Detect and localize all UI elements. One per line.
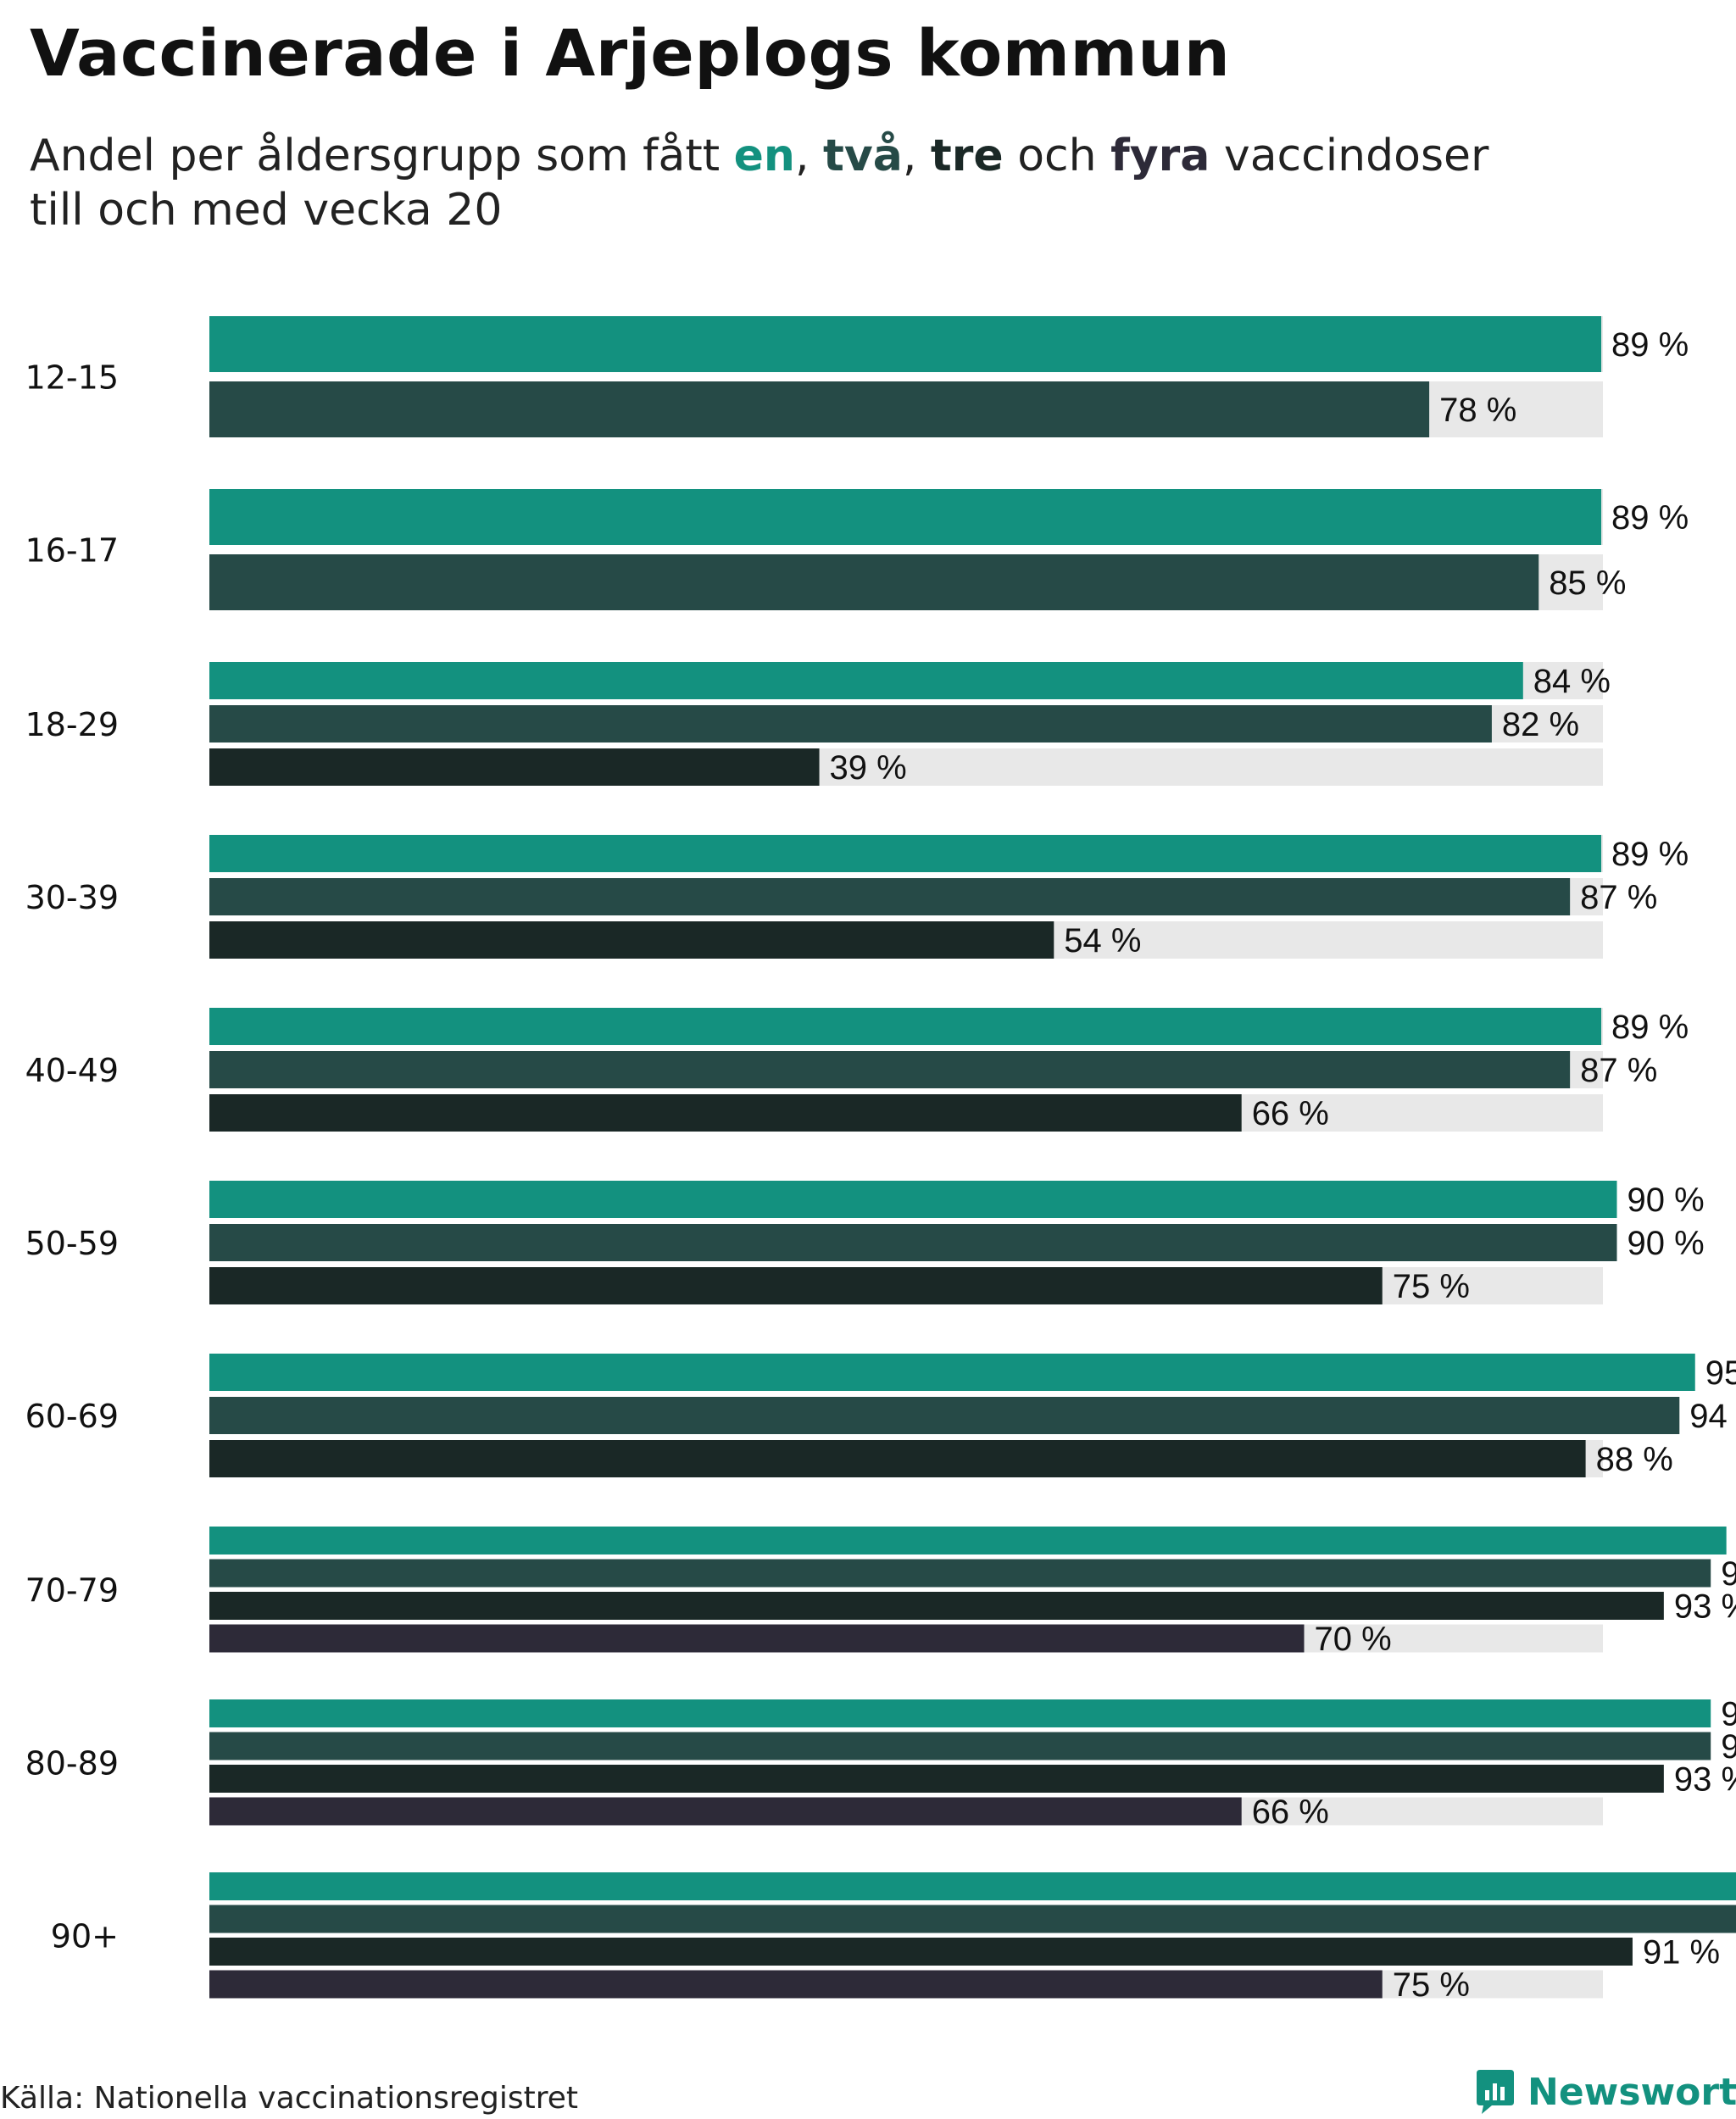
bar-dose-3: [209, 1440, 1586, 1477]
value-label: 70 %: [1315, 1621, 1392, 1658]
bar-dose-2: [209, 1397, 1680, 1434]
bar-dose-2: [209, 705, 1492, 742]
bar-dose-2: [209, 554, 1539, 610]
subtitle-suffix: vaccindoser: [1210, 131, 1489, 181]
value-label: 96 %: [1721, 1555, 1736, 1593]
value-label: 88 %: [1596, 1441, 1673, 1478]
category-label: 60-69: [25, 1398, 119, 1435]
subtitle-line-2: till och med vecka 20: [30, 185, 503, 236]
bar-dose-1: [209, 1699, 1711, 1727]
value-label: 89 %: [1611, 836, 1689, 873]
value-label: 90 %: [1628, 1225, 1705, 1262]
bar-dose-1: [209, 1354, 1695, 1391]
bar-dose-1: [209, 1181, 1617, 1218]
bar-chart: 12-15 89 % 78 % 16-17 89 % 85 % 18-29 84 % 82 % 3…: [25, 316, 1736, 2004]
category-label: 16-17: [25, 532, 119, 570]
category-label: 80-89: [25, 1744, 119, 1782]
subtitle-sep-2: ,: [902, 131, 931, 181]
value-label: 66 %: [1252, 1095, 1329, 1132]
brand-name: Newsworthy: [1527, 2070, 1736, 2114]
value-label: 89 %: [1611, 499, 1689, 537]
bar-dose-2: [209, 1559, 1711, 1588]
bar-dose-1: [209, 835, 1602, 872]
category-label: 18-29: [25, 706, 119, 743]
bar-dose-3: [209, 1938, 1633, 1966]
value-label: 96 %: [1721, 1696, 1736, 1733]
category-label: 30-39: [25, 879, 119, 916]
subtitle-sep-1: ,: [794, 131, 824, 181]
value-label: 93 %: [1674, 1588, 1736, 1626]
bar-dose-2: [209, 1732, 1711, 1760]
bar-dose-1: [209, 662, 1523, 699]
bar-dose-1: [209, 1872, 1736, 1900]
value-label: 75 %: [1393, 1966, 1470, 2004]
bar-dose-3: [209, 748, 820, 786]
value-label: 93 %: [1674, 1761, 1736, 1799]
subtitle-dose-four: fyra: [1110, 131, 1210, 181]
value-label: 82 %: [1502, 706, 1579, 743]
value-label: 87 %: [1580, 1052, 1657, 1089]
bar-dose-4: [209, 1797, 1242, 1826]
value-label: 54 %: [1064, 922, 1141, 959]
bar-dose-4: [209, 1624, 1305, 1653]
category-label: 12-15: [25, 359, 119, 397]
value-label: 90 %: [1628, 1182, 1705, 1219]
value-label: 89 %: [1611, 326, 1689, 364]
source-text: Källa: Nationella vaccinationsregistret: [0, 2081, 578, 2116]
bar-dose-3: [209, 1267, 1383, 1304]
subtitle-sep-3: och: [1003, 131, 1111, 181]
value-label: 75 %: [1393, 1268, 1470, 1305]
subtitle-prefix: Andel per åldersgrupp som fått: [30, 131, 734, 181]
category-label: 70-79: [25, 1571, 119, 1609]
bar-dose-2: [209, 1905, 1736, 1933]
bar-dose-1: [209, 316, 1602, 372]
subtitle-dose-two: två: [823, 131, 903, 181]
source-note: Källa: Nationella vaccinationsregistret: [0, 2081, 578, 2116]
bar-dose-1: [209, 1527, 1727, 1554]
subtitle-dose-three: tre: [930, 131, 1004, 181]
value-label: 96 %: [1721, 1728, 1736, 1766]
bar-dose-2: [209, 1051, 1571, 1088]
bar-dose-1: [209, 489, 1602, 545]
value-label: 85 %: [1549, 565, 1626, 602]
value-label: 89 %: [1611, 1009, 1689, 1046]
subtitle-dose-one: en: [733, 131, 795, 181]
chart-title: Vaccinerade i Arjeplogs kommun: [30, 15, 1231, 91]
value-label: 94 %: [1689, 1398, 1736, 1435]
bar-dose-4: [209, 1970, 1383, 1999]
brand-logo: Newsworthy: [1475, 2068, 1736, 2116]
value-label: 84 %: [1533, 663, 1611, 700]
category-label: 90+: [51, 1917, 119, 1955]
value-label: 39 %: [830, 749, 907, 787]
value-label: 91 %: [1643, 1934, 1720, 1972]
bar-dose-1: [209, 1008, 1602, 1045]
bar-dose-2: [209, 1224, 1617, 1261]
bar-dose-2: [209, 878, 1571, 915]
chart-subtitle: Andel per åldersgrupp som fått en, två, …: [30, 129, 1691, 237]
value-label: 95 %: [1705, 1354, 1736, 1392]
bar-dose-3: [209, 1765, 1664, 1793]
newsworthy-logo-icon: [1477, 2070, 1514, 2114]
bar-dose-3: [209, 1094, 1242, 1132]
category-label: 40-49: [25, 1052, 119, 1089]
value-label: 78 %: [1439, 392, 1516, 429]
bar-dose-3: [209, 921, 1054, 959]
bar-dose-2: [209, 381, 1430, 437]
category-label: 50-59: [25, 1225, 119, 1262]
bar-dose-3: [209, 1592, 1664, 1620]
value-label: 87 %: [1580, 879, 1657, 916]
value-label: 66 %: [1252, 1794, 1329, 1831]
